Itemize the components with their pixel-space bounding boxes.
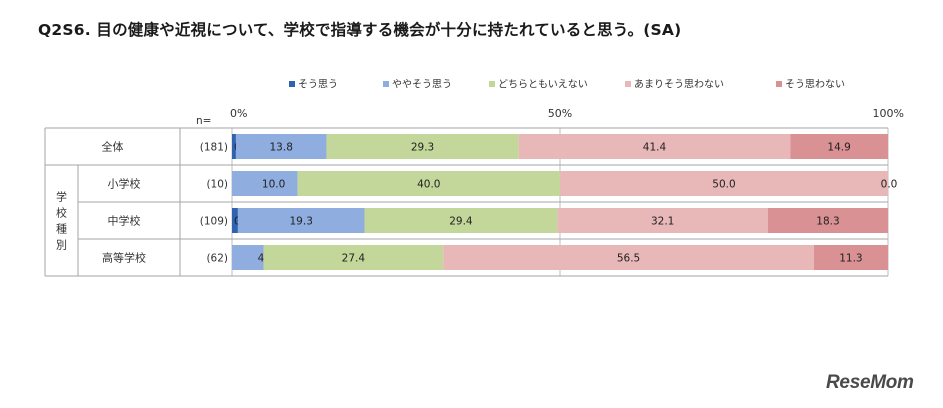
row-n: (181)	[200, 142, 228, 154]
bar-segment	[235, 134, 327, 159]
bar-segment	[518, 134, 791, 159]
data-label: 29.4	[449, 216, 473, 228]
x-tick-label: 50%	[548, 107, 572, 120]
row-n: (62)	[206, 253, 228, 265]
x-tick-label: 0%	[230, 107, 247, 120]
bar-segment	[557, 208, 768, 233]
legend-label: あまりそう思わない	[634, 79, 724, 91]
watermark-logo: ReseMom	[826, 372, 914, 393]
bar-segment	[767, 208, 888, 233]
data-label: 14.9	[827, 142, 850, 154]
data-label: 41.4	[643, 142, 667, 154]
bar-segment	[232, 171, 298, 196]
data-label: 10.0	[262, 179, 285, 191]
legend-swatch	[776, 81, 782, 87]
data-label: 50.0	[712, 179, 735, 191]
group-label-char: 学	[56, 190, 67, 204]
bar-segment	[560, 171, 888, 196]
bar-segment	[237, 208, 365, 233]
data-label: 29.3	[411, 142, 434, 154]
legend-label: そう思わない	[785, 79, 845, 91]
group-label-char: 種	[56, 222, 67, 236]
page-title: Q2S6. 目の健康や近視について、学校で指導する機会が十分に持たれていると思う…	[38, 21, 682, 39]
legend-label: どちらともいえない	[498, 79, 588, 91]
data-label: 0.0	[881, 179, 898, 191]
row-n: (109)	[200, 216, 228, 228]
bar-segment	[443, 245, 814, 270]
x-tick-label: 100%	[873, 107, 904, 120]
bar-segment	[813, 245, 888, 270]
legend-swatch	[289, 81, 295, 87]
legend-label: そう思う	[298, 79, 338, 91]
n-header: n=	[196, 115, 211, 127]
bar-segment	[232, 134, 236, 159]
group-label-char: 校	[56, 206, 67, 220]
bar-segment	[232, 245, 264, 270]
legend-swatch	[383, 81, 389, 87]
row-label: 高等学校	[102, 251, 146, 265]
data-label: 40.0	[417, 179, 440, 191]
bar-segment	[232, 208, 238, 233]
bar-segment	[263, 245, 444, 270]
data-label: 56.5	[617, 253, 640, 265]
data-label: 32.1	[651, 216, 674, 228]
data-label: 13.8	[270, 142, 293, 154]
data-label: 18.3	[816, 216, 839, 228]
data-label: 11.3	[839, 253, 862, 265]
row-label: 全体	[102, 140, 124, 154]
bar-segment	[364, 208, 558, 233]
data-label: 19.3	[290, 216, 313, 228]
legend-swatch	[489, 81, 495, 87]
row-n: (10)	[206, 179, 228, 191]
group-label-char: 別	[56, 239, 67, 252]
bar-segment	[790, 134, 888, 159]
data-label: 27.4	[342, 253, 366, 265]
row-label: 中学校	[108, 214, 141, 228]
legend-swatch	[625, 81, 631, 87]
row-label: 小学校	[108, 177, 141, 191]
bar-segment	[326, 134, 519, 159]
legend-label: ややそう思う	[392, 79, 452, 91]
bar-segment	[297, 171, 560, 196]
